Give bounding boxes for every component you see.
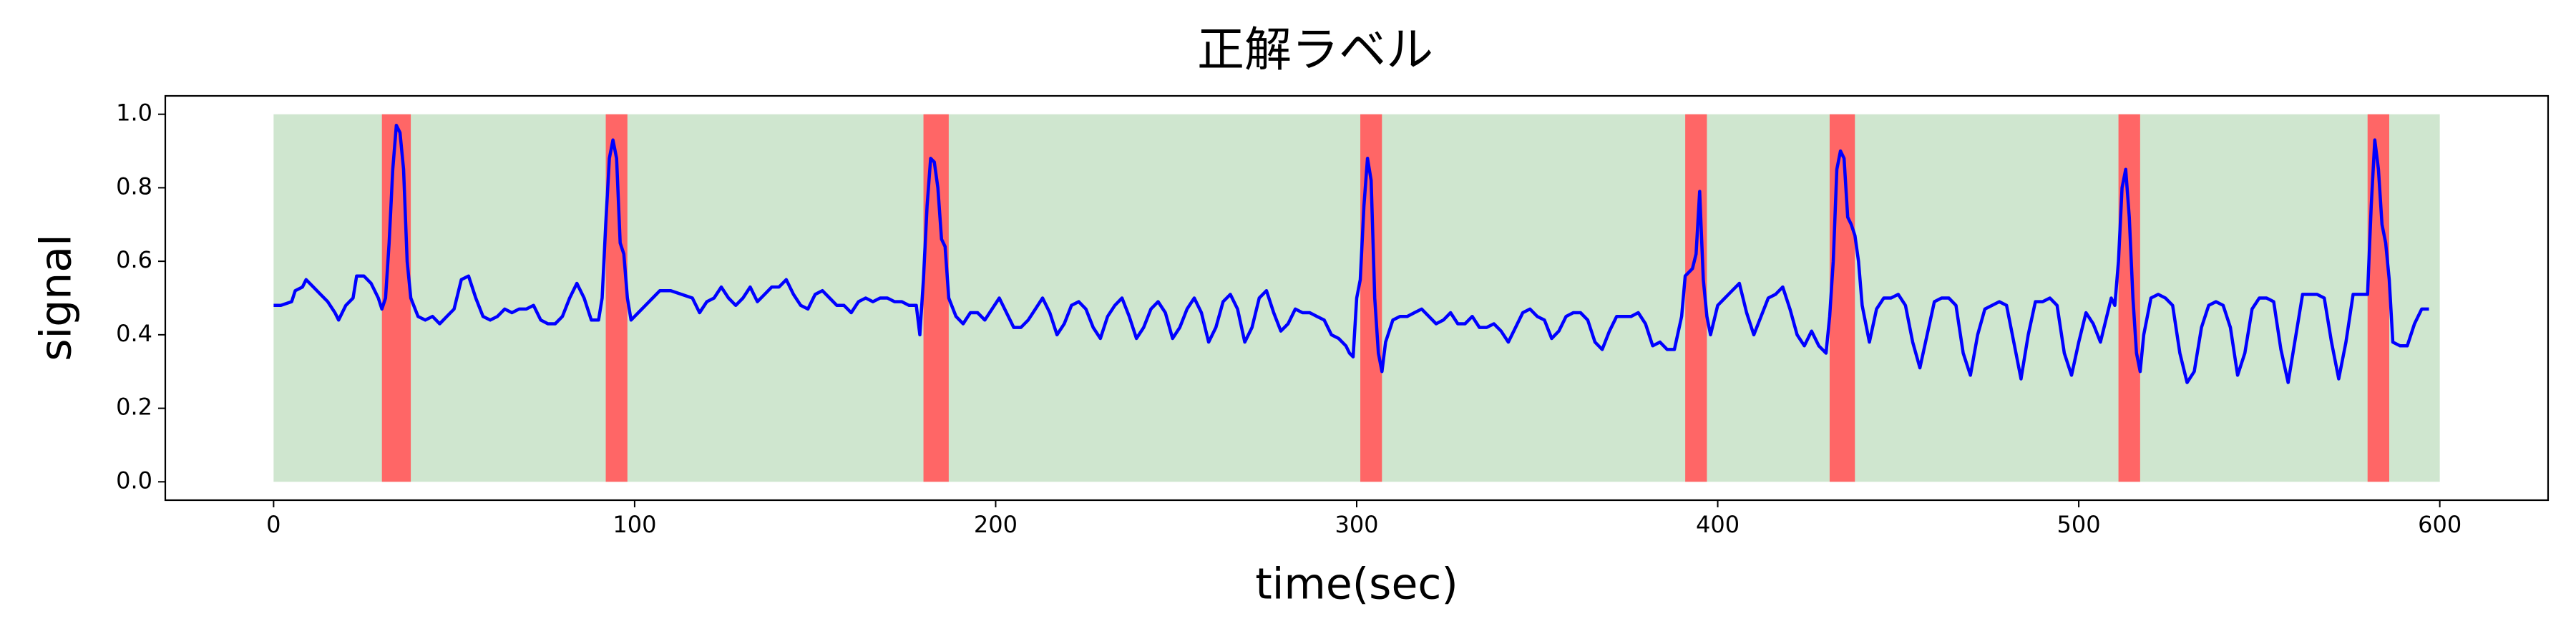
signal-line [273, 123, 2429, 384]
anomaly-span [1360, 114, 1382, 482]
x-tick-label: 600 [2418, 511, 2462, 538]
x-tick-label: 400 [1696, 511, 1740, 538]
y-tick-label: 0.6 [116, 246, 152, 273]
chart-title: 正解ラベル [1197, 22, 1433, 77]
anomaly-span [2118, 114, 2140, 482]
y-axis-label: signal [31, 234, 82, 361]
x-tick-label: 0 [266, 511, 280, 538]
x-tick-label: 100 [613, 511, 656, 538]
x-tick-label: 200 [974, 511, 1018, 538]
x-tick-label: 500 [2057, 511, 2101, 538]
y-tick-label: 1.0 [116, 99, 152, 127]
y-tick-label: 0.8 [116, 172, 152, 200]
y-tick-label: 0.2 [116, 394, 152, 421]
anomaly-span [1829, 114, 1855, 482]
x-tick-label: 300 [1335, 511, 1378, 538]
x-axis-label: time(sec) [1255, 560, 1458, 610]
anomaly-span [1685, 114, 1707, 482]
y-tick-label: 0.4 [116, 320, 152, 347]
y-tick-label: 0.0 [116, 467, 152, 494]
